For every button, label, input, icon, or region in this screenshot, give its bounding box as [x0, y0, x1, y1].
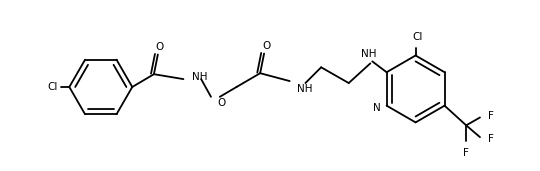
- Text: NH: NH: [192, 72, 208, 82]
- Text: N: N: [373, 103, 381, 113]
- Text: Cl: Cl: [413, 32, 423, 42]
- Text: NH: NH: [296, 84, 312, 94]
- Text: O: O: [156, 42, 164, 52]
- Text: NH: NH: [361, 49, 376, 58]
- Text: Cl: Cl: [47, 82, 57, 92]
- Text: O: O: [262, 41, 270, 51]
- Text: F: F: [463, 148, 469, 158]
- Text: O: O: [217, 98, 225, 108]
- Text: F: F: [488, 110, 494, 121]
- Text: F: F: [488, 134, 494, 144]
